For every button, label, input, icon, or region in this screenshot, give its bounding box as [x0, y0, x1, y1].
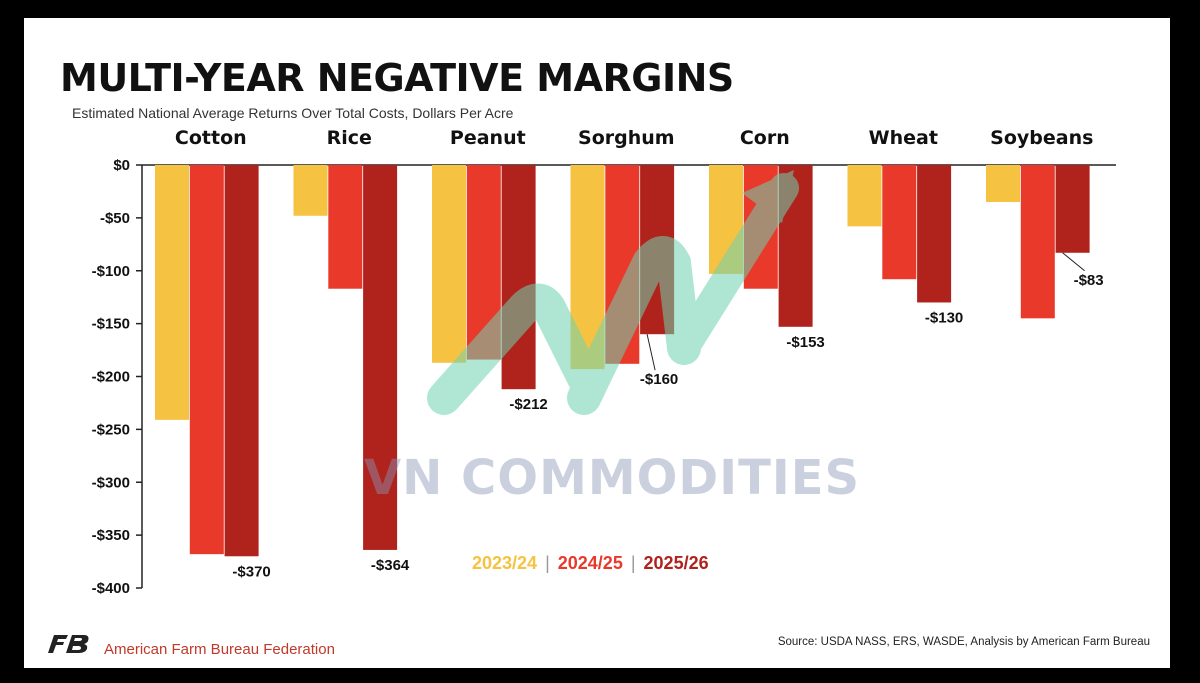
bar-2024-25: [882, 165, 917, 280]
bar-2025-26: [1055, 165, 1090, 253]
watermark-arrow-icon: [427, 170, 799, 415]
watermark-text: VN COMMODITIES: [364, 450, 861, 506]
label-leader-line: [1062, 252, 1085, 272]
y-tick-label: -$250: [92, 421, 130, 438]
y-tick-label: -$400: [92, 580, 130, 597]
y-tick-label: -$350: [92, 527, 130, 544]
legend-item-2025-26: 2025/26: [643, 553, 709, 573]
data-label: -$364: [371, 557, 410, 574]
legend-separator: |: [630, 553, 636, 573]
category-label: Peanut: [450, 127, 526, 149]
bar-2023-24: [155, 165, 189, 420]
data-label: -$160: [640, 371, 678, 388]
chart-card: MULTI-YEAR NEGATIVE MARGINS Estimated Na…: [24, 18, 1170, 668]
afbf-logo-icon: [48, 635, 89, 653]
bar-2024-25: [1020, 165, 1055, 319]
bar-2024-25: [328, 165, 363, 289]
bar-2023-24: [293, 165, 328, 216]
chart-subtitle: Estimated National Average Returns Over …: [72, 105, 514, 121]
category-label: Cotton: [175, 127, 247, 149]
bar-2025-26: [501, 165, 536, 390]
organization-name: American Farm Bureau Federation: [104, 641, 335, 658]
bar-2023-24: [847, 165, 882, 227]
y-tick-label: -$100: [92, 263, 130, 280]
watermark-stroke: [567, 236, 701, 415]
bar-2025-26: [917, 165, 952, 303]
y-tick-label: -$300: [92, 474, 130, 491]
chart-title: MULTI-YEAR NEGATIVE MARGINS: [60, 56, 734, 100]
y-tick-label: -$200: [92, 369, 130, 386]
legend-item-2023-24: 2023/24: [472, 553, 538, 573]
bar-2025-26: [363, 165, 398, 550]
watermark-arrowhead: [742, 170, 794, 223]
category-label: Soybeans: [990, 127, 1093, 149]
y-tick-label: -$50: [100, 210, 130, 227]
bar-2023-24: [432, 165, 466, 363]
bar-2023-24: [986, 165, 1020, 203]
data-label: -$212: [509, 396, 547, 413]
y-tick-label: $0: [113, 157, 130, 174]
category-label: Rice: [327, 127, 372, 149]
legend: 2023/24 | 2024/25 | 2025/26: [472, 553, 709, 574]
bar-2025-26: [224, 165, 259, 557]
category-label: Sorghum: [578, 127, 675, 149]
legend-separator: |: [545, 553, 550, 573]
watermark-stroke: [427, 283, 601, 415]
bar-2024-25: [189, 165, 224, 555]
bar-chart: $0 -$50 -$100 -$150 -$200 -$250 -$300 -$350 -$40…: [92, 127, 1116, 597]
data-label: -$153: [786, 334, 824, 351]
data-label: -$130: [925, 309, 963, 326]
data-label: -$370: [232, 563, 270, 580]
category-label: Corn: [740, 127, 790, 149]
y-tick-label: -$150: [92, 316, 130, 333]
category-label: Wheat: [869, 127, 938, 149]
legend-item-2024-25: 2024/25: [557, 553, 623, 573]
source-note: Source: USDA NASS, ERS, WASDE, Analysis …: [777, 636, 1150, 648]
data-label: -$83: [1074, 272, 1104, 289]
watermark-stroke: [669, 173, 799, 363]
label-leader-line: [646, 334, 656, 371]
